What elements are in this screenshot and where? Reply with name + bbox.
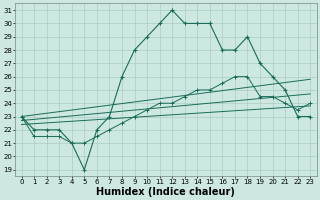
X-axis label: Humidex (Indice chaleur): Humidex (Indice chaleur) <box>96 187 235 197</box>
